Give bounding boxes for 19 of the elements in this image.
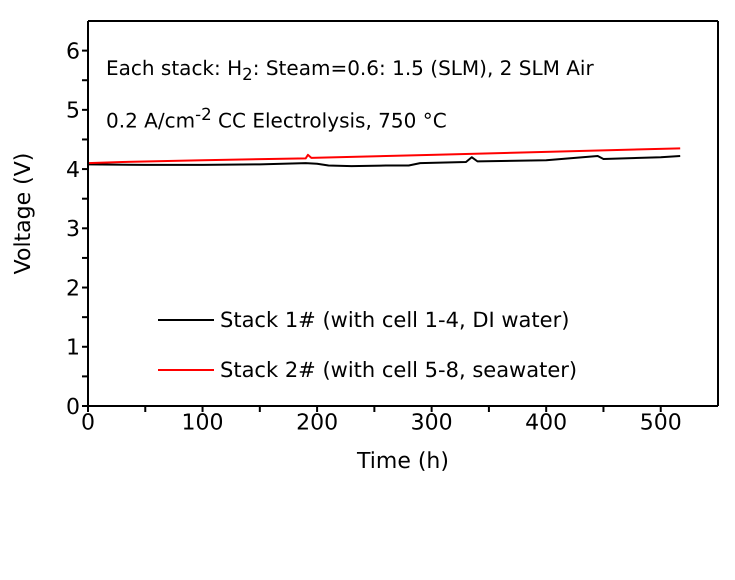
x-tick-label: 100 — [182, 410, 224, 436]
annotation: 0.2 A/cm$^{-2}$ CC Electrolysis, 750 °C — [106, 104, 448, 135]
legend-label: Stack 1# (with cell 1-4, DI water) — [220, 308, 570, 332]
x-tick-label: 400 — [525, 410, 568, 436]
y-tick-label: 3 — [66, 217, 80, 242]
y-tick-label: 0 — [66, 394, 80, 420]
y-tick-label: 5 — [66, 98, 80, 124]
y-tick-label: 6 — [66, 39, 80, 64]
x-tick-label: 200 — [296, 410, 338, 436]
y-tick-label: 1 — [66, 336, 80, 361]
y-tick-label: 4 — [66, 158, 80, 183]
line-series — [88, 147, 682, 164]
x-tick-label: 300 — [410, 410, 453, 436]
x-axis-title: Time (h) — [356, 449, 449, 474]
annotation: Each stack: H$_{2}$: Steam=0.6: 1.5 (SLM), 2 SLM Air — [106, 55, 594, 86]
x-tick-label: 500 — [640, 410, 682, 436]
y-tick-label: 2 — [66, 276, 80, 302]
y-axis-title: Voltage (V) — [10, 152, 36, 274]
legend-label: Stack 2# (with cell 5-8, seawater) — [220, 358, 578, 382]
